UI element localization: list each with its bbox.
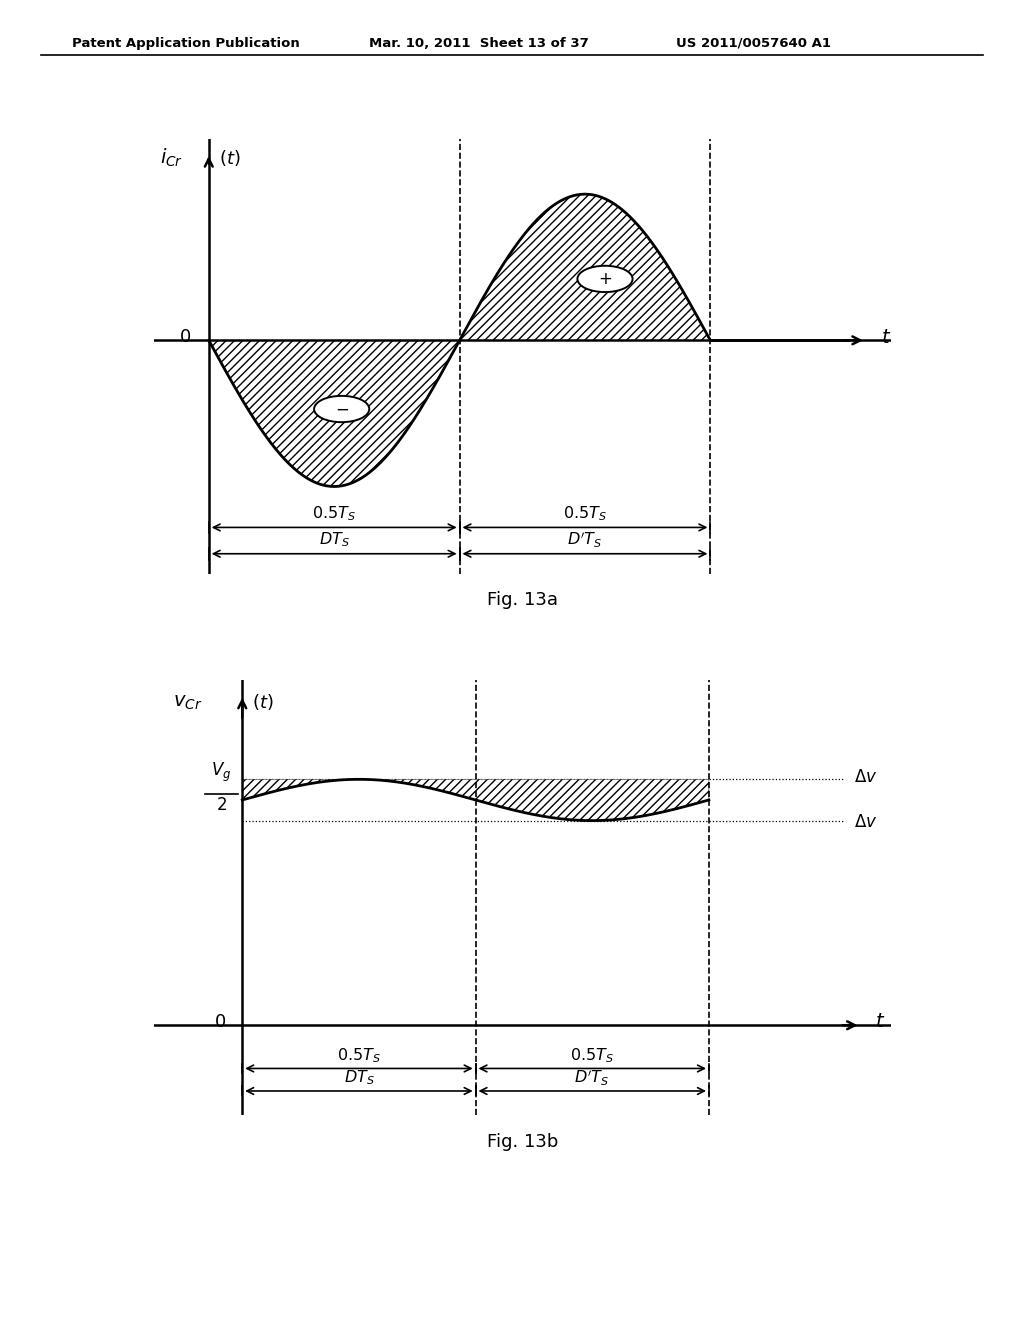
Text: $D'T_S$: $D'T_S$ [574, 1068, 610, 1088]
Text: Patent Application Publication: Patent Application Publication [72, 37, 299, 50]
Text: $DT_S$: $DT_S$ [343, 1069, 375, 1088]
Ellipse shape [578, 265, 633, 292]
Text: $t$: $t$ [874, 1012, 885, 1031]
Text: $(t)$: $(t)$ [252, 692, 273, 713]
Text: $2$: $2$ [216, 796, 226, 813]
Text: Fig. 13a: Fig. 13a [486, 591, 558, 610]
Text: $0.5T_S$: $0.5T_S$ [337, 1047, 381, 1065]
Text: $DT_S$: $DT_S$ [318, 531, 349, 549]
Text: $\Delta v$: $\Delta v$ [854, 813, 877, 832]
Text: $D'T_S$: $D'T_S$ [567, 529, 603, 549]
Text: Mar. 10, 2011  Sheet 13 of 37: Mar. 10, 2011 Sheet 13 of 37 [369, 37, 589, 50]
Text: $+$: $+$ [598, 269, 612, 288]
Text: $0.5T_S$: $0.5T_S$ [312, 504, 356, 523]
Text: $(t)$: $(t)$ [219, 148, 241, 168]
Text: $\Delta v$: $\Delta v$ [854, 768, 877, 787]
Text: US 2011/0057640 A1: US 2011/0057640 A1 [676, 37, 830, 50]
Text: 0: 0 [180, 329, 191, 346]
Text: $0.5T_S$: $0.5T_S$ [570, 1047, 614, 1065]
Text: $i_{Cr}$: $i_{Cr}$ [161, 147, 183, 169]
Text: $v_{Cr}$: $v_{Cr}$ [173, 693, 203, 711]
Text: Fig. 13b: Fig. 13b [486, 1133, 558, 1151]
Text: 0: 0 [215, 1012, 226, 1031]
Text: $-$: $-$ [335, 400, 349, 418]
Text: $V_g$: $V_g$ [211, 762, 231, 784]
Ellipse shape [314, 396, 370, 422]
Text: $0.5T_S$: $0.5T_S$ [563, 504, 607, 523]
Text: $t$: $t$ [881, 327, 891, 347]
